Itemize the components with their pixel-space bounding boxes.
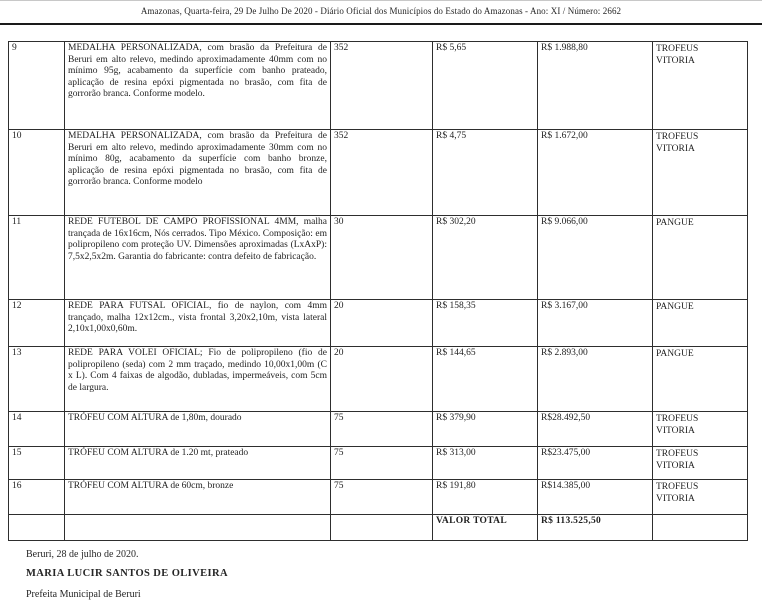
item-number-cell: 12 — [8, 299, 65, 347]
item-total-price-cell: R$28.492,50 — [537, 411, 653, 447]
item-supplier-cell: PANGUE — [652, 346, 748, 412]
item-total-price-cell: R$ 9.066,00 — [537, 215, 653, 300]
item-number-cell: 13 — [8, 346, 65, 412]
item-number-cell: 15 — [8, 446, 65, 480]
item-unit-price-cell: R$ 313,00 — [432, 446, 538, 480]
item-number-cell: 16 — [8, 479, 65, 515]
signature-place-date: Beruri, 28 de julho de 2020. — [26, 549, 139, 560]
item-unit-price-cell: R$ 4,75 — [432, 129, 538, 216]
item-qty-cell: 30 — [330, 215, 433, 300]
total-row-empty-qty-cell — [330, 514, 433, 541]
supplier-name: TROFEUS VITORIA — [656, 449, 699, 471]
table-row: 9 MEDALHA PERSONALIZADA, com brasão da P… — [8, 41, 748, 130]
table-row: 11 REDE FUTEBOL DE CAMPO PROFISSIONAL 4M… — [8, 215, 748, 300]
table-row: 14 TRÓFEU COM ALTURA de 1,80m, dourado 7… — [8, 411, 748, 447]
signature-title: Prefeita Municipal de Beruri — [26, 589, 141, 600]
total-row: VALOR TOTAL R$ 113.525,50 — [8, 514, 748, 541]
item-supplier-cell: TROFEUS VITORIA — [652, 446, 748, 480]
item-total-price-cell: R$ 1.988,80 — [537, 41, 653, 130]
item-qty-cell: 75 — [330, 411, 433, 447]
item-supplier-cell: TROFEUS VITORIA — [652, 479, 748, 515]
gazette-masthead: Amazonas, Quarta-feira, 29 De Julho De 2… — [140, 6, 622, 16]
item-qty-cell: 352 — [330, 129, 433, 216]
item-total-price-cell: R$23.475,00 — [537, 446, 653, 480]
total-row-empty-description-cell — [64, 514, 331, 541]
item-total-price-cell: R$14.385,00 — [537, 479, 653, 515]
item-supplier-cell: TROFEUS VITORIA — [652, 41, 748, 130]
item-qty-cell: 352 — [330, 41, 433, 130]
item-number-cell: 10 — [8, 129, 65, 216]
item-supplier-cell: TROFEUS VITORIA — [652, 129, 748, 216]
supplier-name: TROFEUS VITORIA — [656, 44, 699, 66]
table-row: 15 TRÓFEU COM ALTURA de 1.20 mt, pratead… — [8, 446, 748, 480]
item-unit-price-cell: R$ 191,80 — [432, 479, 538, 515]
table-row: 16 TRÓFEU COM ALTURA de 60cm, bronze 75 … — [8, 479, 748, 515]
item-description-cell: TRÓFEU COM ALTURA de 1,80m, dourado — [64, 411, 331, 447]
item-description-cell: MEDALHA PERSONALIZADA, com brasão da Pre… — [64, 41, 331, 130]
supplier-name: PANGUE — [656, 218, 694, 228]
item-description-cell: TRÓFEU COM ALTURA de 60cm, bronze — [64, 479, 331, 515]
masthead-divider — [0, 23, 762, 25]
total-row-empty-item-cell — [8, 514, 65, 541]
item-qty-cell: 75 — [330, 446, 433, 480]
item-unit-price-cell: R$ 5,65 — [432, 41, 538, 130]
supplier-name: TROFEUS VITORIA — [656, 132, 699, 154]
supplier-name: PANGUE — [656, 349, 694, 359]
item-description-cell: MEDALHA PERSONALIZADA, com brasão da Pre… — [64, 129, 331, 216]
item-supplier-cell: PANGUE — [652, 299, 748, 347]
table-row: 10 MEDALHA PERSONALIZADA, com brasão da … — [8, 129, 748, 216]
table-row: 12 REDE PARA FUTSAL OFICIAL, fio de nayl… — [8, 299, 748, 347]
item-description-cell: TRÓFEU COM ALTURA de 1.20 mt, prateado — [64, 446, 331, 480]
supplier-name: PANGUE — [656, 302, 694, 312]
valor-total-value: R$ 113.525,50 — [537, 514, 653, 541]
item-unit-price-cell: R$ 158,35 — [432, 299, 538, 347]
item-number-cell: 11 — [8, 215, 65, 300]
item-number-cell: 9 — [8, 41, 65, 130]
item-total-price-cell: R$ 3.167,00 — [537, 299, 653, 347]
item-qty-cell: 20 — [330, 299, 433, 347]
supplier-name: TROFEUS VITORIA — [656, 482, 699, 504]
item-unit-price-cell: R$ 302,20 — [432, 215, 538, 300]
item-description-cell: REDE PARA FUTSAL OFICIAL, fio de naylon,… — [64, 299, 331, 347]
item-qty-cell: 75 — [330, 479, 433, 515]
supplier-name: TROFEUS VITORIA — [656, 414, 699, 436]
signature-name: MARIA LUCIR SANTOS DE OLIVEIRA — [26, 568, 229, 579]
item-unit-price-cell: R$ 144,65 — [432, 346, 538, 412]
item-supplier-cell: TROFEUS VITORIA — [652, 411, 748, 447]
item-description-cell: REDE PARA VOLEI OFICIAL; Fio de poliprop… — [64, 346, 331, 412]
item-total-price-cell: R$ 1.672,00 — [537, 129, 653, 216]
items-table: 9 MEDALHA PERSONALIZADA, com brasão da P… — [8, 41, 748, 541]
item-qty-cell: 20 — [330, 346, 433, 412]
total-row-empty-supplier-cell — [652, 514, 748, 541]
table-row: 13 REDE PARA VOLEI OFICIAL; Fio de polip… — [8, 346, 748, 412]
item-total-price-cell: R$ 2.893,00 — [537, 346, 653, 412]
item-unit-price-cell: R$ 379,90 — [432, 411, 538, 447]
item-supplier-cell: PANGUE — [652, 215, 748, 300]
valor-total-label: VALOR TOTAL — [432, 514, 538, 541]
item-number-cell: 14 — [8, 411, 65, 447]
item-description-cell: REDE FUTEBOL DE CAMPO PROFISSIONAL 4MM, … — [64, 215, 331, 300]
